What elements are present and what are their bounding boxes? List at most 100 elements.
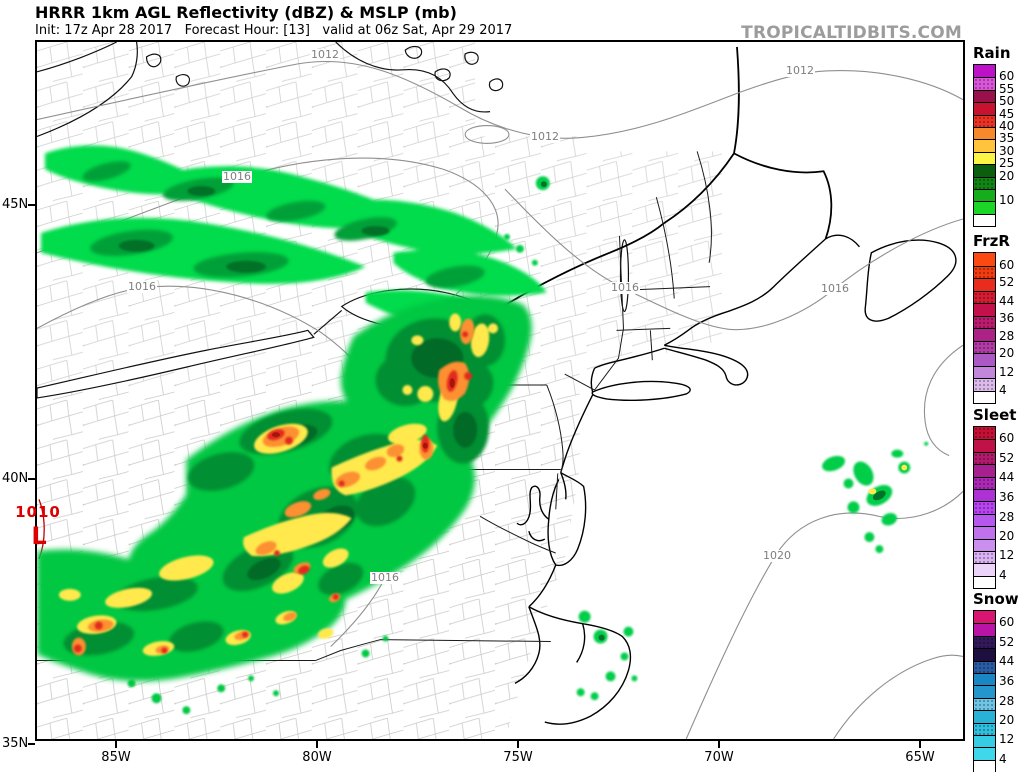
lon-label: 80W bbox=[302, 750, 332, 765]
legend-cell bbox=[974, 623, 995, 636]
legend-tick-label: 52 bbox=[999, 635, 1015, 650]
legend-cell bbox=[974, 201, 995, 214]
legend-tick-label: 35 bbox=[999, 131, 1015, 146]
legend-tick-label: 20 bbox=[999, 168, 1015, 183]
legend-cell bbox=[974, 513, 995, 527]
legend-cell bbox=[974, 77, 995, 90]
legend-tick-label: 20 bbox=[999, 346, 1015, 361]
legend-title-sleet: Sleet bbox=[973, 406, 1017, 424]
coastline bbox=[514, 234, 957, 725]
legend-cell bbox=[974, 290, 995, 303]
legend-cell bbox=[974, 697, 995, 711]
legend-bar-frzr bbox=[973, 252, 996, 404]
map-canvas bbox=[37, 42, 963, 739]
legend-tick-label: 44 bbox=[999, 469, 1015, 484]
legend-tick-label: 4 bbox=[999, 382, 1007, 397]
legend-tick-label: 12 bbox=[999, 365, 1015, 379]
lon-tick bbox=[718, 741, 720, 748]
legend-tick-label: 28 bbox=[999, 509, 1015, 524]
legend-cell bbox=[974, 759, 995, 772]
legend-cell bbox=[974, 164, 995, 177]
legend-cell bbox=[974, 114, 995, 127]
legend-bar-sleet bbox=[973, 426, 996, 590]
legend-cell bbox=[974, 538, 995, 551]
legend-tick-label: 12 bbox=[999, 731, 1015, 746]
lon-label: 65W bbox=[905, 750, 935, 765]
weather-map bbox=[35, 40, 965, 741]
lon-tick bbox=[517, 741, 519, 748]
legend-cell bbox=[974, 378, 995, 391]
legend-cell bbox=[974, 265, 995, 278]
legend-cell bbox=[974, 550, 995, 564]
legend-tick-label: 55 bbox=[999, 81, 1015, 96]
legend-tick-label: 60 bbox=[999, 69, 1015, 84]
lat-tick bbox=[28, 204, 35, 206]
legend-tick-label: 40 bbox=[999, 119, 1015, 133]
isobar-label: 1012 bbox=[310, 48, 340, 61]
legend-tick-label: 45 bbox=[999, 106, 1015, 121]
page-title: HRRR 1km AGL Reflectivity (dBZ) & MSLP (… bbox=[35, 3, 457, 22]
lat-label: 45N bbox=[2, 197, 29, 212]
lat-tick bbox=[28, 743, 35, 745]
legend-cell bbox=[974, 353, 995, 366]
lon-tick bbox=[115, 741, 117, 748]
legend-tick-label: 60 bbox=[999, 615, 1015, 630]
legend-cell bbox=[974, 365, 995, 378]
lat-label: 35N bbox=[2, 736, 29, 751]
lat-tick bbox=[28, 478, 35, 480]
legend-cell bbox=[974, 65, 995, 78]
isobar-label: 1016 bbox=[820, 282, 850, 295]
legend-cell bbox=[974, 278, 995, 291]
legend-cell bbox=[974, 563, 995, 576]
legend-bar-snow bbox=[973, 610, 996, 772]
low-pressure-value: 1010 bbox=[15, 503, 61, 521]
isobar-label: 1016 bbox=[610, 281, 640, 294]
legend-tick-label: 44 bbox=[999, 653, 1015, 668]
legend-cell bbox=[974, 575, 995, 589]
legend-cell bbox=[974, 635, 995, 649]
isobar-label: 1012 bbox=[785, 64, 815, 77]
legend-cell bbox=[974, 685, 995, 698]
legend-tick-label: 28 bbox=[999, 328, 1015, 343]
isobar-label: 1016 bbox=[222, 170, 252, 183]
lon-label: 70W bbox=[704, 750, 734, 765]
legend-cell bbox=[974, 747, 995, 760]
legend-cell bbox=[974, 89, 995, 103]
legend-cell bbox=[974, 253, 995, 266]
legend-cell bbox=[974, 476, 995, 489]
legend-cell bbox=[974, 427, 995, 440]
legend-tick-label: 4 bbox=[999, 567, 1007, 582]
legend-tick-label: 4 bbox=[999, 751, 1007, 766]
legend-tick-label: 28 bbox=[999, 693, 1015, 708]
legend-tick-label: 10 bbox=[999, 193, 1015, 208]
isobar-label: 1016 bbox=[127, 280, 157, 293]
legend-cell bbox=[974, 315, 995, 328]
legend-cell bbox=[974, 303, 995, 316]
lon-label: 75W bbox=[503, 750, 533, 765]
isobar-label: 1016 bbox=[370, 571, 400, 584]
legend-cell bbox=[974, 390, 995, 403]
legend-tick-label: 36 bbox=[999, 489, 1015, 504]
legend-tick-label: 36 bbox=[999, 311, 1015, 326]
legend-cell bbox=[974, 526, 995, 539]
legend-title-snow: Snow bbox=[973, 590, 1019, 608]
legend-cell bbox=[974, 139, 995, 152]
legend-tick-label: 44 bbox=[999, 293, 1015, 308]
legend-tick-label: 25 bbox=[999, 156, 1015, 171]
legend-cell bbox=[974, 213, 995, 227]
legend-tick-label: 12 bbox=[999, 547, 1015, 562]
legend-cell bbox=[974, 488, 995, 502]
legend-cell bbox=[974, 340, 995, 353]
legend-bar-rain bbox=[973, 64, 996, 228]
isobar-label: 1020 bbox=[762, 549, 792, 562]
legend-tick-label: 60 bbox=[999, 431, 1015, 446]
tropicaltidbits-watermark: TROPICALTIDBITS.COM bbox=[741, 23, 962, 43]
legend-tick-label: 20 bbox=[999, 529, 1015, 544]
lat-label: 40N bbox=[2, 471, 29, 486]
legend-cell bbox=[974, 451, 995, 465]
legend-tick-label: 36 bbox=[999, 673, 1015, 688]
legend-cell bbox=[974, 102, 995, 115]
legend-tick-label: 50 bbox=[999, 94, 1015, 109]
legend-cell bbox=[974, 151, 995, 165]
